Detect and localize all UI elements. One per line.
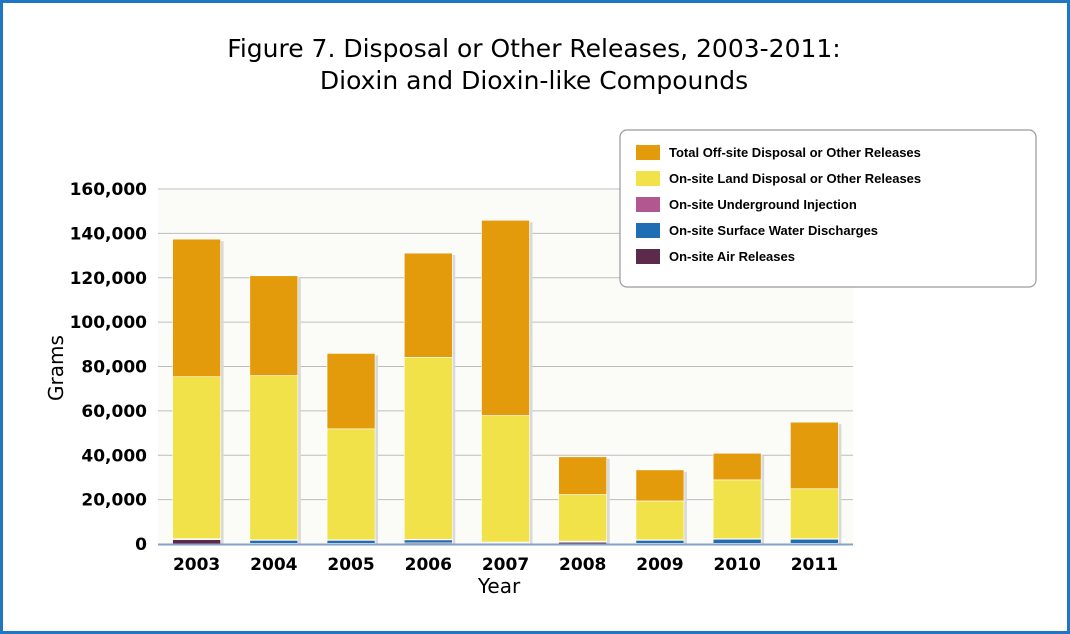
bar-segment-on-site-land-disposal-or-other-releases xyxy=(403,357,453,540)
y-tick-label: 100,000 xyxy=(70,313,148,333)
bar-segment-on-site-land-disposal-or-other-releases xyxy=(558,494,608,542)
bar-stack-2008 xyxy=(558,456,610,545)
stacked-bar-chart: Figure 7. Disposal or Other Releases, 20… xyxy=(44,34,1037,598)
bar-segment-total-off-site-disposal-or-other-releases xyxy=(712,452,762,481)
legend-swatch-on-site-surface-water-discharges xyxy=(636,223,660,238)
x-tick-label: 2003 xyxy=(173,555,220,575)
bar-segment-total-off-site-disposal-or-other-releases xyxy=(635,469,685,502)
x-tick-label: 2004 xyxy=(250,555,297,575)
chart-subtitle: Dioxin and Dioxin-like Compounds xyxy=(320,66,748,95)
legend-swatch-on-site-land-disposal-or-other-releases xyxy=(636,171,660,186)
bar-stack-2011 xyxy=(790,421,842,545)
chart-title: Figure 7. Disposal or Other Releases, 20… xyxy=(227,34,840,63)
x-tick-label: 2006 xyxy=(405,555,452,575)
bar-segment-total-off-site-disposal-or-other-releases xyxy=(172,238,221,378)
bars xyxy=(172,219,842,545)
legend-label-on-site-land-disposal-or-other-releases: On-site Land Disposal or Other Releases xyxy=(669,171,921,186)
bar-stack-2004 xyxy=(249,275,301,545)
bar-segment-on-site-land-disposal-or-other-releases xyxy=(635,500,685,541)
x-axis-title: Year xyxy=(477,574,521,598)
bar-segment-on-site-land-disposal-or-other-releases xyxy=(172,376,221,539)
y-tick-label: 140,000 xyxy=(70,224,148,244)
bar-stack-2009 xyxy=(635,469,687,545)
y-tick-label: 20,000 xyxy=(81,491,147,511)
bar-segment-total-off-site-disposal-or-other-releases xyxy=(558,456,608,495)
bar-stack-2007 xyxy=(481,219,533,545)
y-axis-title: Grams xyxy=(44,335,68,401)
bar-stack-2010 xyxy=(712,452,765,545)
bar-segment-total-off-site-disposal-or-other-releases xyxy=(249,275,299,376)
y-tick-label: 160,000 xyxy=(70,180,148,200)
legend-label-on-site-underground-injection: On-site Underground Injection xyxy=(669,197,857,212)
bar-segment-on-site-land-disposal-or-other-releases xyxy=(249,375,299,541)
bar-segment-total-off-site-disposal-or-other-releases xyxy=(326,353,376,430)
bar-stack-2005 xyxy=(326,353,379,545)
x-tick-label: 2009 xyxy=(636,555,683,575)
bar-segment-total-off-site-disposal-or-other-releases xyxy=(403,252,453,358)
x-tick-label: 2010 xyxy=(714,555,761,575)
axes: 0 20,000 40,000 60,000 80,000 100,000 120,000 1… xyxy=(70,180,853,575)
legend-label-total-off-site-disposal-or-other-releases: Total Off-site Disposal or Other Release… xyxy=(669,145,921,160)
y-tick-label: 0 xyxy=(135,535,147,555)
y-tick-label: 120,000 xyxy=(70,269,148,289)
x-tick-label: 2008 xyxy=(559,555,606,575)
y-tick-label: 60,000 xyxy=(81,402,147,422)
bar-segment-on-site-air-releases xyxy=(172,539,221,545)
bar-segment-on-site-land-disposal-or-other-releases xyxy=(790,488,839,539)
legend-label-on-site-air-releases: On-site Air Releases xyxy=(669,249,795,264)
bar-segment-on-site-land-disposal-or-other-releases xyxy=(481,415,530,543)
x-tick-label: 2011 xyxy=(791,555,838,575)
bar-segment-on-site-land-disposal-or-other-releases xyxy=(326,428,376,541)
legend-box xyxy=(619,129,1037,288)
bar-stack-2006 xyxy=(403,252,456,545)
x-tick-label: 2007 xyxy=(482,555,529,575)
y-tick-label: 40,000 xyxy=(81,446,147,466)
bar-stack-2003 xyxy=(172,238,224,545)
bar-segment-on-site-land-disposal-or-other-releases xyxy=(712,479,762,539)
x-tick-label: 2005 xyxy=(327,555,374,575)
legend-swatch-on-site-air-releases xyxy=(636,249,660,264)
bar-segment-total-off-site-disposal-or-other-releases xyxy=(790,421,839,490)
legend-swatch-total-off-site-disposal-or-other-releases xyxy=(636,145,660,160)
legend: Total Off-site Disposal or Other Release… xyxy=(619,129,1037,288)
legend-label-on-site-surface-water-discharges: On-site Surface Water Discharges xyxy=(669,223,878,238)
y-tick-label: 80,000 xyxy=(81,358,147,378)
legend-swatch-on-site-underground-injection xyxy=(636,197,660,212)
bar-segment-total-off-site-disposal-or-other-releases xyxy=(481,219,530,416)
